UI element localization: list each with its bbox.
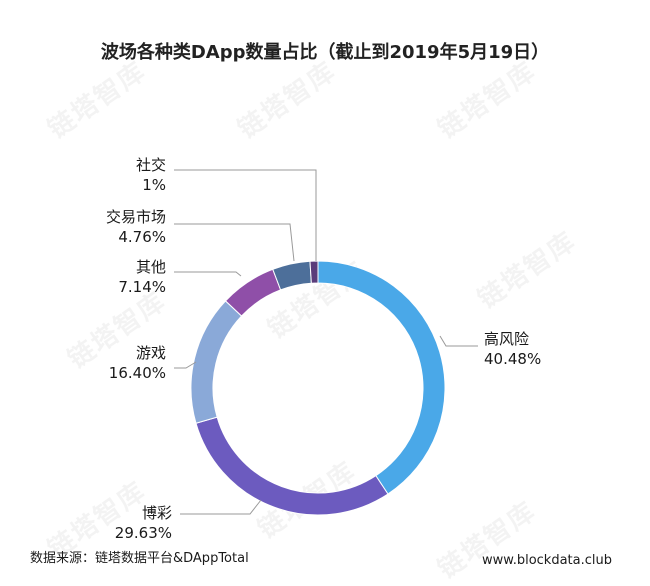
slice-label-trading-market: 交易市场 4.76% (106, 207, 166, 247)
slice-label-gambling: 博彩 29.63% (115, 503, 172, 543)
slice-name: 博彩 (141, 504, 172, 522)
slice-name: 游戏 (135, 344, 166, 362)
slice-percent: 40.48% (484, 350, 542, 368)
donut-slice-5 (309, 260, 319, 284)
slice-label-high-risk: 高风险 40.48% (484, 329, 541, 369)
leader-line-3 (174, 271, 242, 277)
donut-slice-4 (272, 260, 312, 291)
leader-line-2 (174, 361, 197, 369)
slice-label-social: 社交 1% (136, 155, 166, 195)
slice-name: 社交 (135, 156, 166, 174)
data-source-note: 数据来源：链塔数据平台&DAppTotal (30, 551, 249, 566)
slice-label-other: 其他 7.14% (118, 257, 166, 297)
slice-percent: 16.40% (108, 364, 166, 382)
website-link[interactable]: www.blockdata.club (482, 553, 612, 568)
donut-slice-0 (317, 260, 446, 495)
donut-slice-1 (195, 416, 389, 516)
slice-percent: 29.63% (114, 524, 172, 542)
slice-name: 交易市场 (105, 208, 166, 226)
leader-line-0 (439, 335, 478, 347)
leader-line-5 (174, 169, 317, 261)
donut-slice-2 (190, 300, 243, 424)
slice-percent: 1% (142, 176, 166, 194)
slice-label-games: 游戏 16.40% (109, 343, 166, 383)
chart-title: 波场各种类DApp数量占比（截止到2019年5月19日） (100, 42, 550, 63)
slice-name: 高风险 (484, 330, 530, 348)
leader-line-4 (174, 223, 295, 262)
slice-name: 其他 (135, 258, 166, 276)
leader-line-1 (180, 499, 262, 515)
donut-slice-3 (224, 268, 282, 317)
slice-percent: 4.76% (118, 228, 166, 246)
slice-percent: 7.14% (118, 278, 166, 296)
